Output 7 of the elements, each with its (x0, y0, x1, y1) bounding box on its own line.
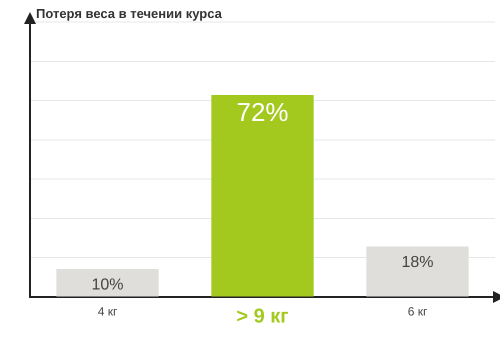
data-label: 18% (401, 254, 434, 271)
x-tick-label: > 9 кг (236, 306, 289, 328)
data-label: 10% (91, 276, 124, 294)
x-tick-label: 6 кг (408, 304, 428, 319)
chart-title: Потеря веса в течении курса (36, 6, 222, 21)
data-label: 72% (236, 97, 289, 128)
x-tick-label: 4 кг (98, 304, 118, 319)
